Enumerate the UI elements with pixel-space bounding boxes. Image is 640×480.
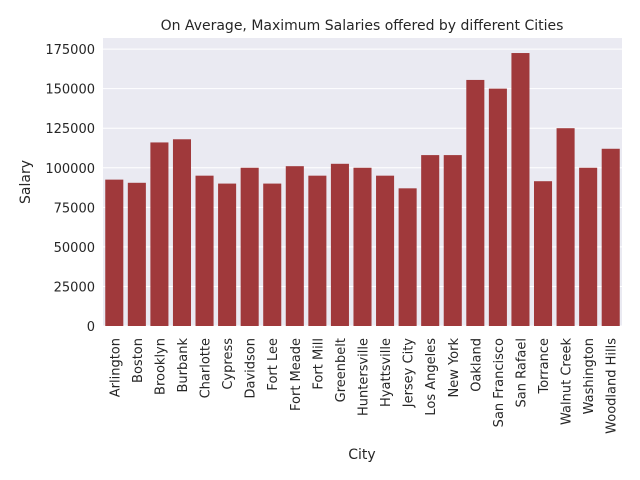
x-tick-label: Brooklyn [153, 338, 168, 395]
bar-torrance [533, 181, 553, 326]
x-tick-label: Washington [582, 338, 597, 414]
y-tick-label: 175000 [45, 43, 95, 58]
x-tick-label: Walnut Creek [560, 338, 575, 425]
x-tick-label: Los Angeles [424, 338, 439, 416]
x-tick-label: Burbank [176, 338, 191, 393]
bar-san-francisco [488, 88, 507, 326]
bar-fort-mill [308, 175, 327, 326]
y-axis-label: Salary [18, 160, 34, 204]
bar-fort-lee [263, 183, 282, 326]
y-tick-label: 100000 [45, 162, 95, 177]
x-tick-label: Fort Meade [289, 338, 304, 411]
x-tick-label: Jersey City [402, 338, 417, 409]
y-tick-label: 25000 [54, 280, 95, 295]
y-axis-ticks: 0 25000 50000 75000 100000 125000 150000 175000 [45, 43, 95, 335]
x-tick-label: Fort Lee [266, 338, 281, 391]
chart-title: On Average, Maximum Salaries offered by … [161, 18, 564, 34]
bar-charlotte [195, 175, 214, 326]
bar-huntersville [353, 167, 372, 326]
bars [105, 53, 620, 327]
bar-greenbelt [330, 163, 349, 326]
bar-hyattsville [376, 175, 395, 326]
y-tick-label: 75000 [54, 201, 95, 216]
x-tick-label: Greenbelt [334, 338, 349, 402]
x-tick-label: Davidson [244, 338, 259, 399]
bar-washington [579, 167, 598, 326]
bar-new-york [443, 155, 462, 326]
x-tick-label: Oakland [469, 338, 484, 392]
bar-davidson [240, 167, 259, 326]
bar-walnut-creek [556, 128, 575, 326]
x-axis-ticks: Arlington Boston Brooklyn Burbank Charlotte C… [108, 338, 619, 434]
x-tick-label: Arlington [108, 338, 123, 397]
bar-san-rafael [511, 53, 530, 327]
y-tick-label: 150000 [45, 83, 95, 98]
bar-burbank [172, 139, 192, 326]
x-tick-label: Hyattsville [379, 338, 394, 407]
x-tick-label: Huntersville [357, 338, 372, 416]
x-tick-label: New York [447, 338, 462, 398]
x-tick-label: San Francisco [492, 338, 507, 427]
x-tick-label: Boston [131, 338, 146, 383]
bar-jersey-city [398, 188, 417, 326]
bar-woodland-hills [601, 148, 620, 326]
x-tick-label: San Rafael [514, 338, 529, 407]
y-tick-label: 0 [87, 320, 95, 335]
y-tick-label: 50000 [54, 241, 95, 256]
x-axis-label: City [348, 447, 375, 463]
bar-brooklyn [150, 142, 169, 326]
x-tick-label: Torrance [537, 338, 552, 395]
y-tick-label: 125000 [45, 122, 95, 137]
bar-fort-meade [285, 166, 304, 326]
x-tick-label: Woodland Hills [605, 338, 620, 434]
bar-cypress [218, 183, 237, 326]
bar-oakland [466, 79, 485, 326]
bar-boston [127, 182, 146, 326]
x-tick-label: Cypress [221, 338, 236, 390]
bar-los-angeles [421, 155, 440, 326]
x-tick-label: Fort Mill [311, 338, 326, 390]
x-tick-label: Charlotte [199, 338, 214, 398]
bar-arlington [105, 179, 124, 326]
